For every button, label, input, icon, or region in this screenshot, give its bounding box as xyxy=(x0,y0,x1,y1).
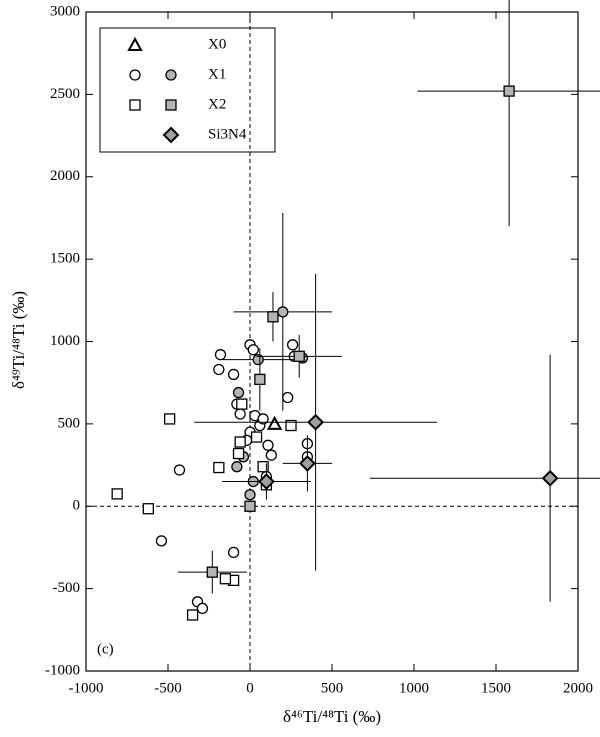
legend-label: X2 xyxy=(208,96,226,112)
point xyxy=(155,535,168,547)
x-tick-label: 0 xyxy=(246,680,254,696)
point xyxy=(214,349,227,361)
y-tick-label: -500 xyxy=(53,580,81,596)
x-tick-label: 1000 xyxy=(399,680,429,696)
point xyxy=(127,36,143,51)
point xyxy=(541,469,559,487)
point xyxy=(142,503,154,515)
point xyxy=(213,363,225,376)
y-tick-label: 1000 xyxy=(50,333,80,349)
y-tick-label: 500 xyxy=(58,415,81,431)
x-tick-label: -500 xyxy=(154,680,182,696)
point xyxy=(257,461,269,473)
point xyxy=(111,488,123,500)
y-axis-label: δ⁴⁹Ti/⁴⁸Ti (‰) xyxy=(9,291,28,389)
x-tick-label: 2000 xyxy=(563,680,593,696)
point xyxy=(254,373,266,386)
point xyxy=(252,353,264,366)
point xyxy=(307,413,325,431)
point xyxy=(232,447,245,460)
point xyxy=(129,99,141,111)
legend-label: X1 xyxy=(208,66,226,82)
point xyxy=(206,566,218,578)
point xyxy=(267,311,279,323)
point xyxy=(227,546,240,559)
point xyxy=(285,419,297,432)
point xyxy=(247,344,259,356)
point xyxy=(293,350,305,362)
point xyxy=(219,573,232,585)
point xyxy=(234,436,246,448)
y-tick-label: 3000 xyxy=(50,3,80,19)
point xyxy=(282,391,294,404)
point xyxy=(196,602,209,615)
legend-label: X0 xyxy=(208,36,226,52)
legend-box xyxy=(99,27,276,153)
point xyxy=(213,461,225,474)
point xyxy=(186,609,199,621)
x-tick-label: -1000 xyxy=(69,680,104,696)
point xyxy=(129,69,141,81)
point xyxy=(227,368,240,381)
y-tick-label: 0 xyxy=(73,498,81,514)
y-tick-label: 1500 xyxy=(50,251,80,267)
point xyxy=(298,455,316,472)
point xyxy=(503,85,515,97)
point xyxy=(286,339,299,351)
y-tick-label: 2500 xyxy=(50,86,80,102)
point xyxy=(277,306,289,318)
legend-label: Si3N4 xyxy=(208,126,247,142)
point xyxy=(257,473,275,490)
point xyxy=(173,464,186,476)
y-tick-label: -1000 xyxy=(45,662,80,678)
point xyxy=(163,413,176,425)
point xyxy=(165,69,177,81)
x-tick-label: 1500 xyxy=(481,680,511,696)
point xyxy=(162,126,180,144)
point xyxy=(257,413,269,425)
y-tick-label: 2000 xyxy=(50,168,80,184)
point xyxy=(250,431,263,443)
point xyxy=(265,449,277,461)
point xyxy=(231,461,243,473)
point xyxy=(262,439,274,451)
annotation: (c) xyxy=(97,641,114,657)
x-tick-label: 500 xyxy=(321,680,344,696)
point xyxy=(244,489,256,501)
point xyxy=(165,99,177,111)
x-axis-label: δ⁴⁶Ti/⁴⁸Ti (‰) xyxy=(283,707,381,726)
point xyxy=(236,398,248,410)
point xyxy=(234,408,246,420)
point xyxy=(266,415,283,430)
point xyxy=(232,386,245,399)
point xyxy=(244,500,256,512)
